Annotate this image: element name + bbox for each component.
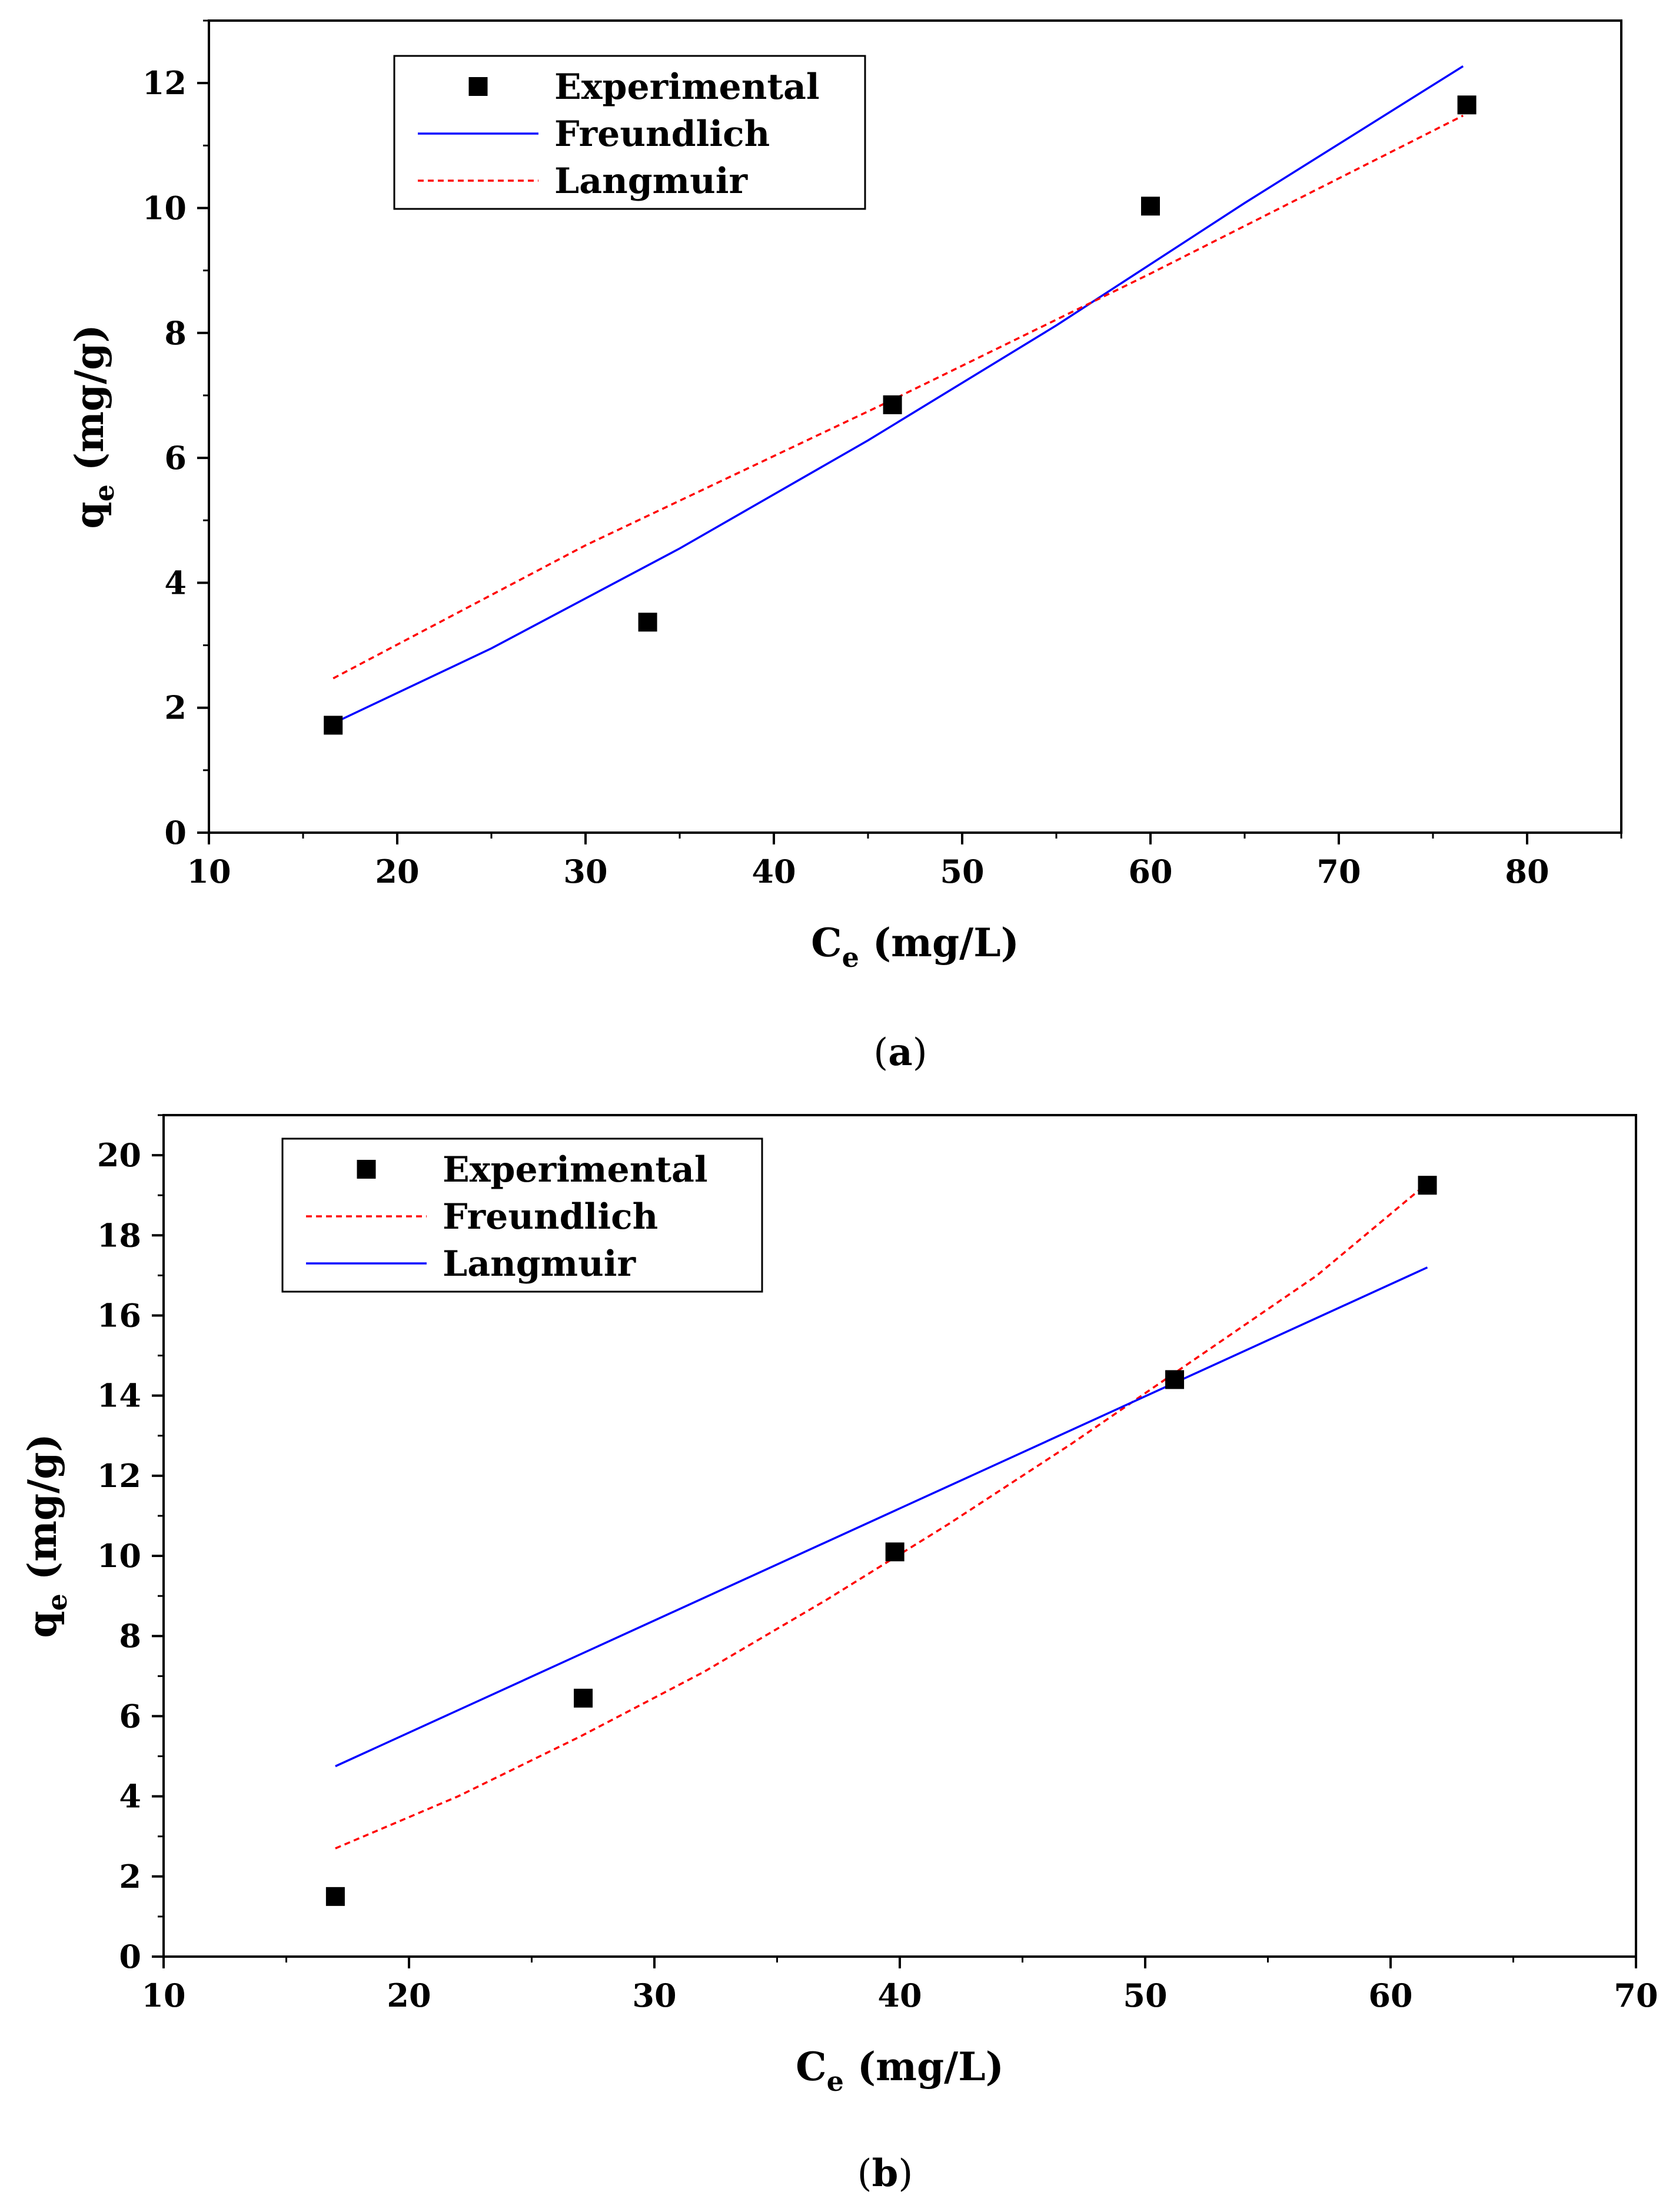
y-tick-label: 18: [97, 1216, 141, 1254]
x-tick-label: 50: [1123, 1977, 1167, 2014]
x-axis-title-unit: (mg/L): [859, 920, 1019, 966]
data-point-experimental: [638, 613, 657, 632]
y-axis-title: qe (mg/g): [66, 324, 120, 528]
y-tick-label: 6: [164, 439, 187, 477]
x-tick-label: 40: [877, 1977, 922, 2014]
series-line-langmuir: [335, 1266, 1428, 1768]
y-tick-label: 10: [142, 189, 187, 227]
chart-panel-b: 10 20 30 40 50 60 70 0 2 4 6 8 10 12 14 16 18 20 Ce (mg/L)…: [19, 1114, 1658, 2196]
x-axis-title-main: C: [796, 2044, 827, 2090]
y-tick-label: 8: [164, 314, 187, 352]
y-tick-label: 4: [164, 564, 187, 601]
x-tick-label: 70: [1614, 1977, 1658, 2014]
x-tick-label: 50: [940, 853, 984, 890]
y-axis-title-unit: (mg/g): [66, 324, 112, 484]
legend-label-experimental: Experimental: [443, 1149, 708, 1190]
y-axis-title: qe (mg/g): [19, 1433, 73, 1638]
y-axis-title-sub: e: [88, 484, 120, 501]
data-point-experimental: [574, 1688, 593, 1708]
panel-label-open: (: [873, 1031, 888, 1075]
x-tick-label: 20: [375, 853, 419, 890]
data-point-experimental: [1165, 1370, 1185, 1389]
data-point-experimental: [1141, 197, 1160, 216]
legend-label-experimental: Experimental: [554, 66, 820, 108]
legend-symbol-experimental: [357, 1160, 376, 1179]
x-tick-label: 30: [563, 853, 607, 890]
legend: Experimental Freundlich Langmuir: [393, 55, 866, 210]
data-point-experimental: [1418, 1176, 1437, 1195]
data-point-experimental: [885, 1542, 905, 1562]
y-tick-label: 12: [142, 64, 187, 102]
y-tick-label: 20: [97, 1136, 141, 1174]
x-axis-title-sub: e: [842, 942, 859, 973]
panel-label-close: ): [898, 2152, 913, 2196]
y-tick-label: 16: [97, 1296, 141, 1334]
panel-label-open: (: [857, 2152, 872, 2196]
series-line-freundlich: [332, 65, 1464, 724]
y-axis-title-main: q: [66, 501, 112, 528]
legend-label-langmuir: Langmuir: [443, 1243, 637, 1285]
x-tick-label: 40: [751, 853, 796, 890]
data-point-experimental: [325, 1887, 345, 1906]
data-point-experimental: [324, 716, 343, 735]
legend-symbol-experimental: [468, 77, 488, 96]
y-tick-label: 0: [119, 1938, 141, 1975]
plot-frame: [208, 19, 1622, 834]
y-tick-label: 4: [119, 1778, 141, 1815]
x-tick-label: 70: [1316, 853, 1361, 890]
x-tick-label: 10: [141, 1977, 185, 2014]
y-tick-label: 8: [119, 1617, 141, 1655]
panel-label: (b): [857, 2151, 913, 2196]
x-tick-label: 60: [1368, 1977, 1412, 2014]
y-tick-label: 2: [119, 1858, 141, 1895]
x-axis-title: Ce (mg/L): [796, 2044, 1004, 2097]
y-axis-title-sub: e: [41, 1594, 73, 1611]
panel-label: (a): [873, 1030, 927, 1075]
x-tick-label: 10: [187, 853, 231, 890]
y-tick-label: 10: [97, 1537, 141, 1575]
x-tick-label: 30: [632, 1977, 676, 2014]
y-axis-title-unit: (mg/g): [19, 1433, 65, 1594]
legend: Experimental Freundlich Langmuir: [281, 1137, 763, 1293]
x-tick-label: 80: [1505, 853, 1549, 890]
series-line-freundlich: [335, 1182, 1428, 1850]
x-axis-title-unit: (mg/L): [844, 2044, 1004, 2090]
y-tick-label: 0: [164, 814, 187, 851]
y-tick-label: 12: [97, 1457, 141, 1495]
panel-label-close: ): [913, 1031, 927, 1075]
data-point-experimental: [883, 395, 902, 414]
panel-label-letter: b: [872, 2151, 899, 2196]
panel-label-letter: a: [888, 1030, 912, 1075]
legend-label-freundlich: Freundlich: [554, 114, 770, 155]
x-tick-label: 60: [1128, 853, 1172, 890]
x-axis-title-main: C: [811, 920, 842, 966]
y-axis-title-main: q: [19, 1611, 65, 1638]
x-axis-title-sub: e: [827, 2065, 844, 2097]
x-axis-title: Ce (mg/L): [811, 920, 1019, 973]
data-point-experimental: [1457, 95, 1477, 115]
y-tick-label: 2: [164, 689, 187, 727]
legend-label-freundlich: Freundlich: [443, 1196, 658, 1238]
legend-label-langmuir: Langmuir: [554, 161, 749, 202]
x-tick-label: 20: [387, 1977, 431, 2014]
y-tick-label: 6: [119, 1697, 141, 1735]
y-tick-label: 14: [97, 1377, 141, 1415]
